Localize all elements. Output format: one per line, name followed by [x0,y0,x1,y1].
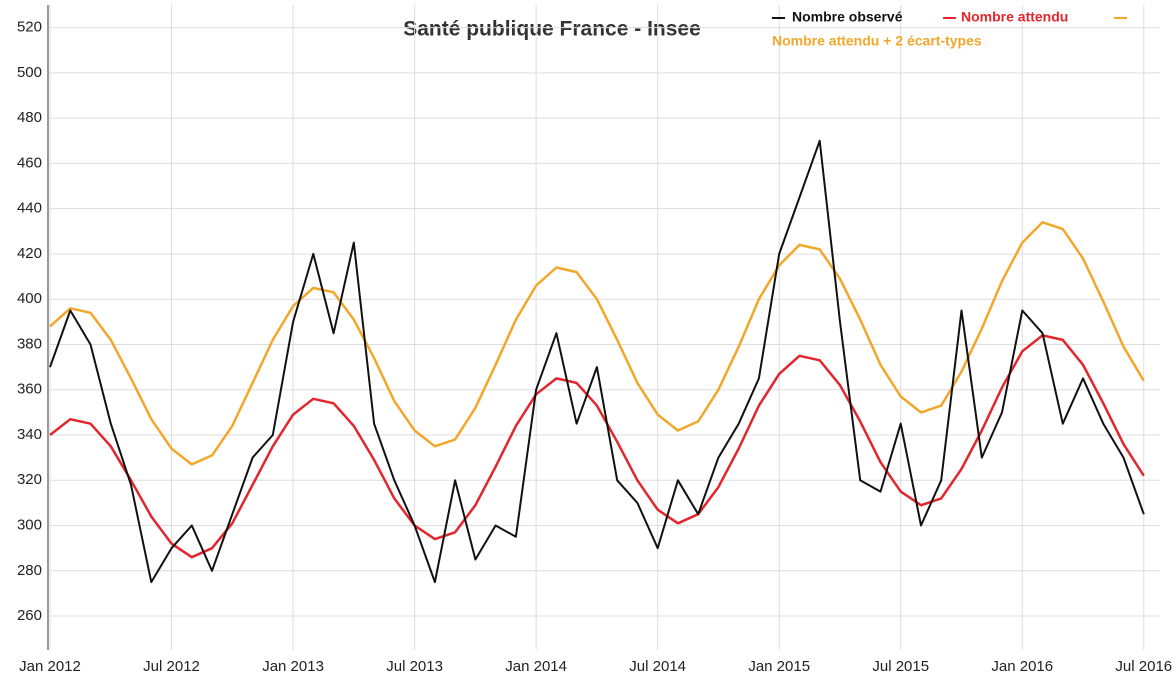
series-line [49,221,1145,466]
y-tick-label: 260 [17,607,42,624]
series-line [49,139,1145,584]
series-line [49,334,1145,559]
y-tick-label: 420 [17,245,42,262]
legend-label: Nombre attendu [961,9,1068,25]
y-tick-label: 300 [17,516,42,533]
x-tick-label: Jan 2015 [748,658,810,675]
y-tick-label: 460 [17,154,42,171]
y-tick-label: 440 [17,200,42,217]
x-tick-label: Jan 2013 [262,658,324,675]
x-tick-label: Jul 2012 [143,658,200,675]
x-tick-label: Jul 2013 [386,658,443,675]
y-tick-label: 480 [17,109,42,126]
y-tick-label: 500 [17,64,42,81]
y-tick-label: 320 [17,471,42,488]
x-tick-label: Jan 2016 [991,658,1053,675]
y-tick-label: 280 [17,562,42,579]
y-tick-label: 380 [17,335,42,352]
y-tick-label: 360 [17,381,42,398]
x-tick-label: Jan 2014 [505,658,567,675]
chart-title: Santé publique France - Insee [403,18,701,41]
y-tick-label: 400 [17,290,42,307]
x-tick-label: Jan 2012 [19,658,81,675]
legend-label: Nombre attendu + 2 écart-types [772,33,982,49]
legend-label: Nombre observé [792,9,903,25]
x-tick-label: Jul 2015 [872,658,929,675]
x-tick-label: Jul 2016 [1115,658,1172,675]
y-tick-label: 340 [17,426,42,443]
y-tick-label: 520 [17,19,42,36]
x-tick-label: Jul 2014 [629,658,686,675]
